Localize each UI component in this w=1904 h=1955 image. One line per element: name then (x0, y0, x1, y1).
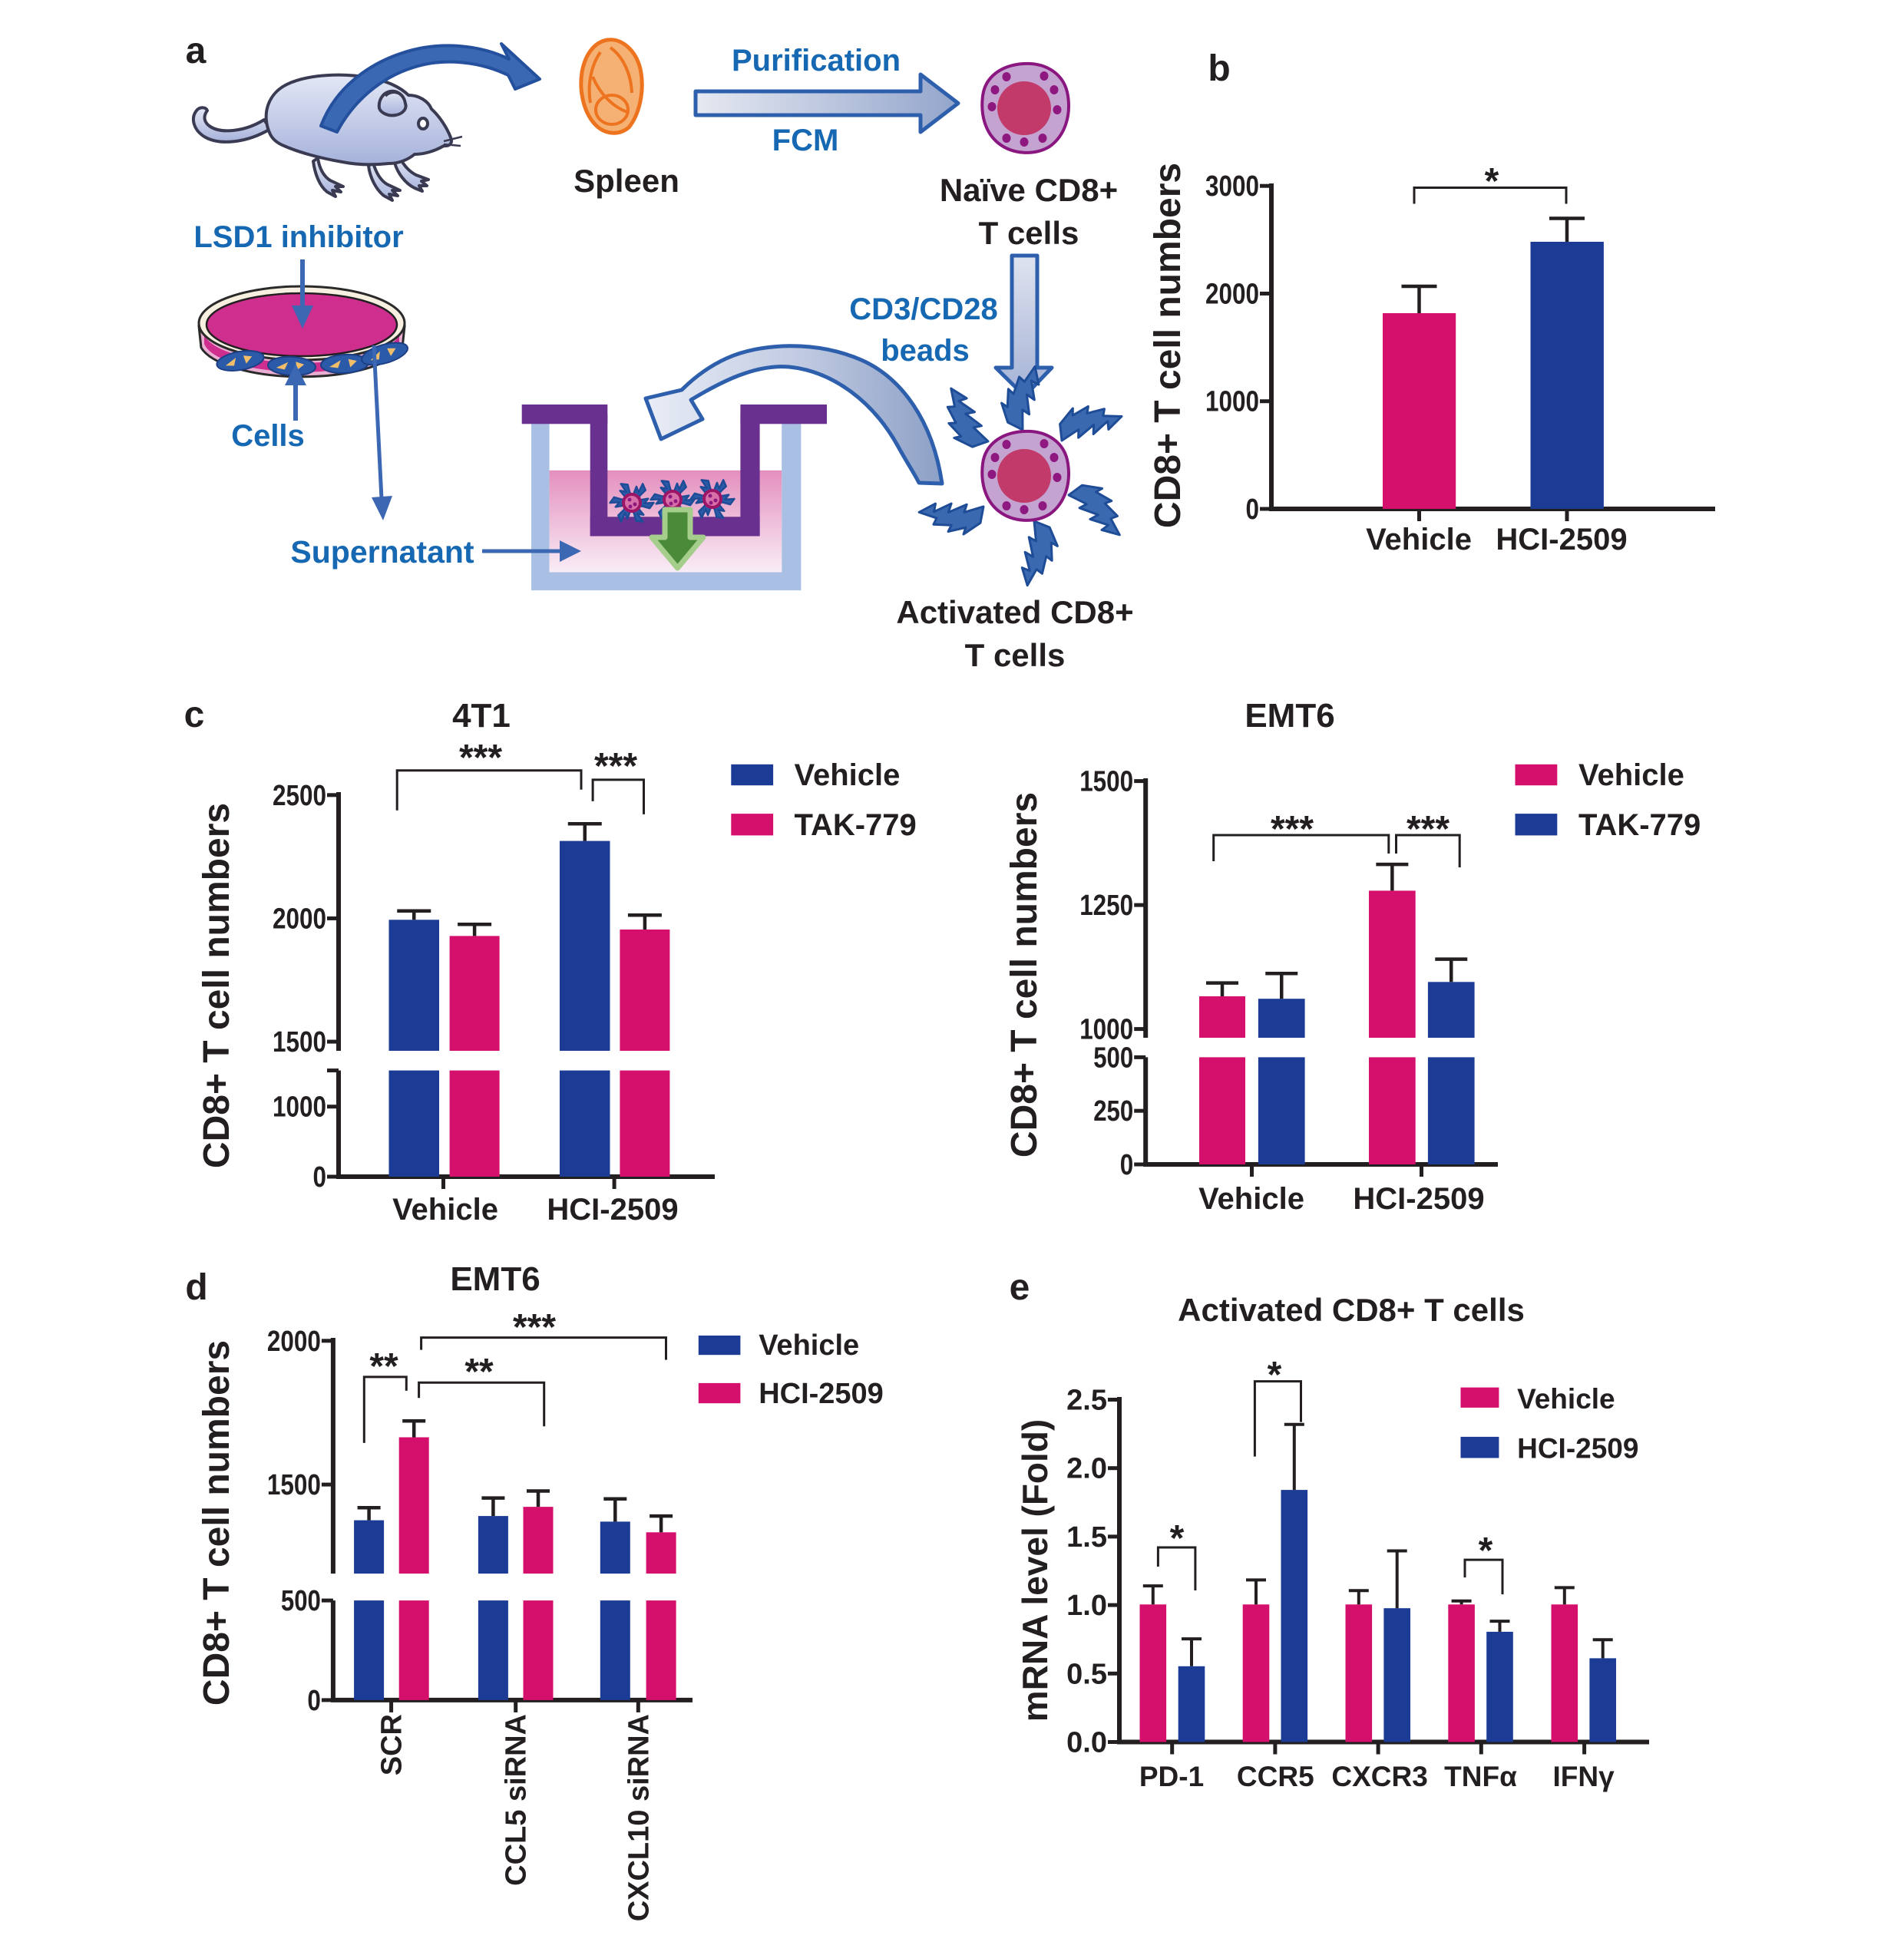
svg-text:**: ** (464, 1352, 494, 1392)
svg-text:Vehicle: Vehicle (1517, 1383, 1615, 1415)
svg-text:Spleen: Spleen (574, 163, 679, 199)
svg-text:1250: 1250 (1079, 890, 1133, 922)
svg-text:1000: 1000 (1205, 386, 1259, 418)
svg-text:CXCR3: CXCR3 (1331, 1761, 1427, 1792)
svg-text:HCI-2509: HCI-2509 (547, 1193, 678, 1227)
svg-text:2000: 2000 (273, 903, 326, 935)
svg-text:TAK-779: TAK-779 (1578, 808, 1701, 842)
svg-text:1500: 1500 (273, 1026, 326, 1058)
svg-text:2000: 2000 (267, 1326, 321, 1358)
svg-text:500: 500 (281, 1585, 321, 1617)
svg-text:2500: 2500 (273, 780, 326, 812)
svg-text:Vehicle: Vehicle (1578, 758, 1684, 792)
svg-text:Naïve CD8+: Naïve CD8+ (940, 172, 1118, 208)
svg-text:*: * (1479, 1531, 1493, 1571)
svg-text:HCI-2509: HCI-2509 (1517, 1433, 1638, 1465)
svg-text:4T1: 4T1 (452, 697, 511, 735)
svg-text:***: *** (594, 746, 637, 787)
svg-text:d: d (185, 1267, 207, 1308)
svg-text:*: * (1268, 1355, 1282, 1395)
svg-text:0.5: 0.5 (1066, 1658, 1107, 1690)
svg-text:Purification: Purification (732, 44, 901, 78)
svg-text:***: *** (1271, 809, 1314, 850)
svg-text:250: 250 (1093, 1095, 1133, 1128)
svg-text:0: 0 (1246, 494, 1260, 526)
svg-text:LSD1 inhibitor: LSD1 inhibitor (193, 220, 403, 254)
svg-text:e: e (1010, 1267, 1030, 1308)
svg-text:beads: beads (881, 334, 970, 368)
svg-text:1000: 1000 (273, 1091, 326, 1124)
svg-text:Vehicle: Vehicle (392, 1193, 498, 1227)
svg-text:EMT6: EMT6 (1245, 697, 1334, 735)
svg-text:*: * (1485, 161, 1499, 202)
svg-text:TAK-779: TAK-779 (795, 808, 917, 842)
svg-text:***: *** (459, 738, 502, 778)
svg-text:PD-1: PD-1 (1139, 1761, 1204, 1792)
svg-text:Cells: Cells (231, 419, 305, 453)
svg-text:2.5: 2.5 (1066, 1385, 1107, 1417)
svg-text:CXCL10 siRNA: CXCL10 siRNA (623, 1714, 655, 1921)
svg-text:mRNA level (Fold): mRNA level (Fold) (1015, 1419, 1055, 1722)
svg-text:Activated CD8+: Activated CD8+ (896, 594, 1133, 630)
svg-text:HCI-2509: HCI-2509 (1353, 1182, 1484, 1216)
svg-text:Supernatant: Supernatant (290, 534, 474, 570)
svg-text:Vehicle: Vehicle (1198, 1182, 1304, 1216)
svg-text:Vehicle: Vehicle (1366, 523, 1472, 556)
svg-text:0: 0 (313, 1161, 327, 1194)
svg-text:1500: 1500 (1079, 766, 1133, 798)
svg-text:CD3/CD28: CD3/CD28 (849, 292, 997, 326)
svg-text:Vehicle: Vehicle (759, 1329, 859, 1362)
svg-text:0.0: 0.0 (1066, 1727, 1107, 1759)
svg-text:T cells: T cells (979, 215, 1079, 251)
svg-text:a: a (186, 31, 207, 71)
svg-text:*: * (1170, 1518, 1185, 1559)
svg-text:CD8+ T cell numbers: CD8+ T cell numbers (197, 803, 237, 1168)
svg-text:0: 0 (307, 1685, 321, 1717)
svg-text:1000: 1000 (1079, 1014, 1133, 1046)
svg-text:500: 500 (1093, 1042, 1133, 1074)
svg-text:EMT6: EMT6 (450, 1260, 540, 1298)
svg-text:FCM: FCM (772, 124, 839, 157)
svg-text:T cells: T cells (965, 637, 1066, 673)
svg-text:0: 0 (1120, 1149, 1134, 1181)
svg-text:1.0: 1.0 (1066, 1590, 1107, 1622)
svg-text:**: ** (369, 1346, 398, 1387)
svg-text:***: *** (1407, 809, 1449, 850)
svg-text:3000: 3000 (1205, 170, 1259, 203)
svg-text:Vehicle: Vehicle (795, 758, 901, 792)
svg-text:SCR: SCR (376, 1714, 408, 1775)
svg-text:CCR5: CCR5 (1237, 1761, 1314, 1792)
svg-text:HCI-2509: HCI-2509 (1496, 523, 1627, 556)
svg-text:HCI-2509: HCI-2509 (759, 1378, 884, 1410)
svg-text:1.5: 1.5 (1066, 1521, 1107, 1554)
svg-text:CD8+ T cell numbers: CD8+ T cell numbers (1148, 163, 1188, 528)
svg-text:1500: 1500 (267, 1469, 321, 1501)
svg-text:IFNγ: IFNγ (1553, 1761, 1615, 1792)
svg-text:CD8+ T cell numbers: CD8+ T cell numbers (1004, 792, 1045, 1157)
svg-text:c: c (184, 695, 205, 735)
svg-text:***: *** (513, 1307, 556, 1348)
svg-text:CCL5 siRNA: CCL5 siRNA (501, 1714, 533, 1886)
svg-text:2.0: 2.0 (1066, 1453, 1107, 1485)
svg-text:CD8+ T cell numbers: CD8+ T cell numbers (197, 1340, 237, 1706)
svg-text:2000: 2000 (1205, 278, 1259, 310)
svg-text:TNFα: TNFα (1444, 1761, 1517, 1792)
svg-text:Activated CD8+ T cells: Activated CD8+ T cells (1178, 1292, 1525, 1328)
svg-text:b: b (1208, 48, 1230, 89)
